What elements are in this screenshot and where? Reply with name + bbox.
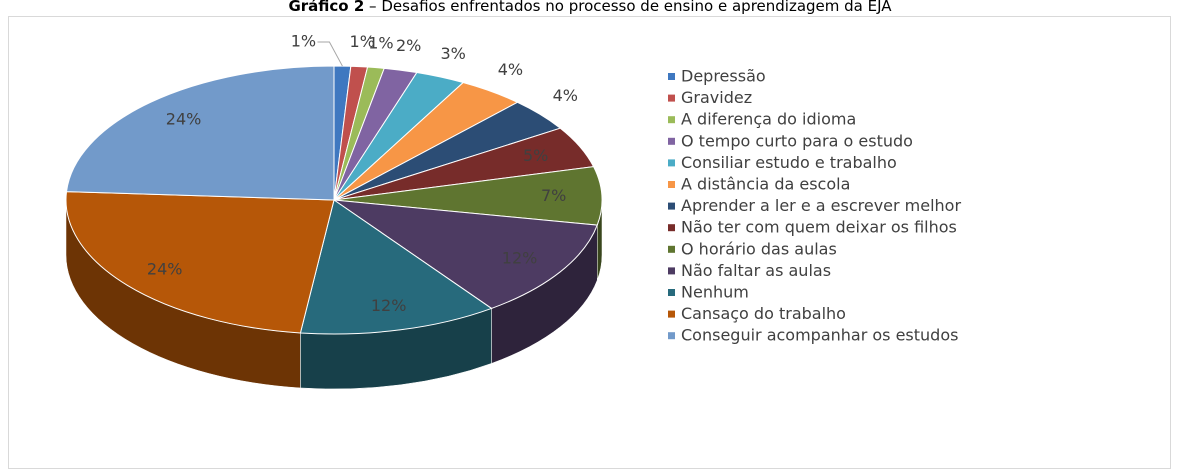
legend-swatch <box>668 202 675 210</box>
data-label: 2% <box>396 36 421 55</box>
legend-label: Não ter com quem deixar os filhos <box>681 218 957 237</box>
legend-label: Gravidez <box>681 88 752 107</box>
slice <box>299 199 493 335</box>
legend-label: Não faltar as aulas <box>681 261 831 280</box>
data-label: 24% <box>147 260 183 279</box>
legend-label: A distância da escola <box>681 175 850 194</box>
legend-label: Aprender a ler e a escrever melhor <box>681 196 961 215</box>
data-label: 1% <box>350 32 375 51</box>
legend-swatch <box>668 73 675 80</box>
legend-label: A diferença do idioma <box>681 110 856 129</box>
slice <box>332 199 598 309</box>
legend-swatch <box>668 267 675 275</box>
legend-label: Nenhum <box>681 283 749 302</box>
legend-label: Consiliar estudo e trabalho <box>681 153 897 172</box>
slice <box>65 191 335 334</box>
legend-swatch <box>668 159 675 167</box>
data-label: 24% <box>166 109 202 128</box>
legend-swatch <box>668 137 675 145</box>
data-label: 4% <box>498 60 523 79</box>
leader-line <box>317 41 343 67</box>
chart-title-group: Gráfico 2 – Desafios enfrentados no proc… <box>288 0 892 15</box>
data-label: 1% <box>368 33 393 52</box>
chart-title: – Desafios enfrentados no processo de en… <box>369 0 892 15</box>
data-label: 5% <box>523 146 548 165</box>
legend-swatch <box>668 332 675 340</box>
legend-swatch <box>668 94 675 102</box>
legend-label: Cansaço do trabalho <box>681 304 846 323</box>
data-label: 3% <box>441 44 466 63</box>
legend-swatch <box>668 310 675 318</box>
data-label: 4% <box>553 86 578 105</box>
legend-swatch <box>668 116 675 124</box>
data-label: 1% <box>291 31 316 50</box>
legend-label: Depressão <box>681 67 766 86</box>
data-label: 12% <box>371 296 407 315</box>
figure-label: Gráfico 2 <box>288 0 364 15</box>
legend-swatch <box>668 245 675 253</box>
data-label: 7% <box>541 186 566 205</box>
data-label: 12% <box>502 248 538 267</box>
legend-label: O tempo curto para o estudo <box>681 131 913 150</box>
legend-swatch <box>668 181 675 188</box>
legend-label: Conseguir acompanhar os estudos <box>681 326 958 345</box>
slice <box>65 65 335 201</box>
slice <box>333 166 603 226</box>
legend-swatch <box>668 224 675 232</box>
legend-label: O horário das aulas <box>681 239 837 258</box>
legend-swatch <box>668 289 675 296</box>
